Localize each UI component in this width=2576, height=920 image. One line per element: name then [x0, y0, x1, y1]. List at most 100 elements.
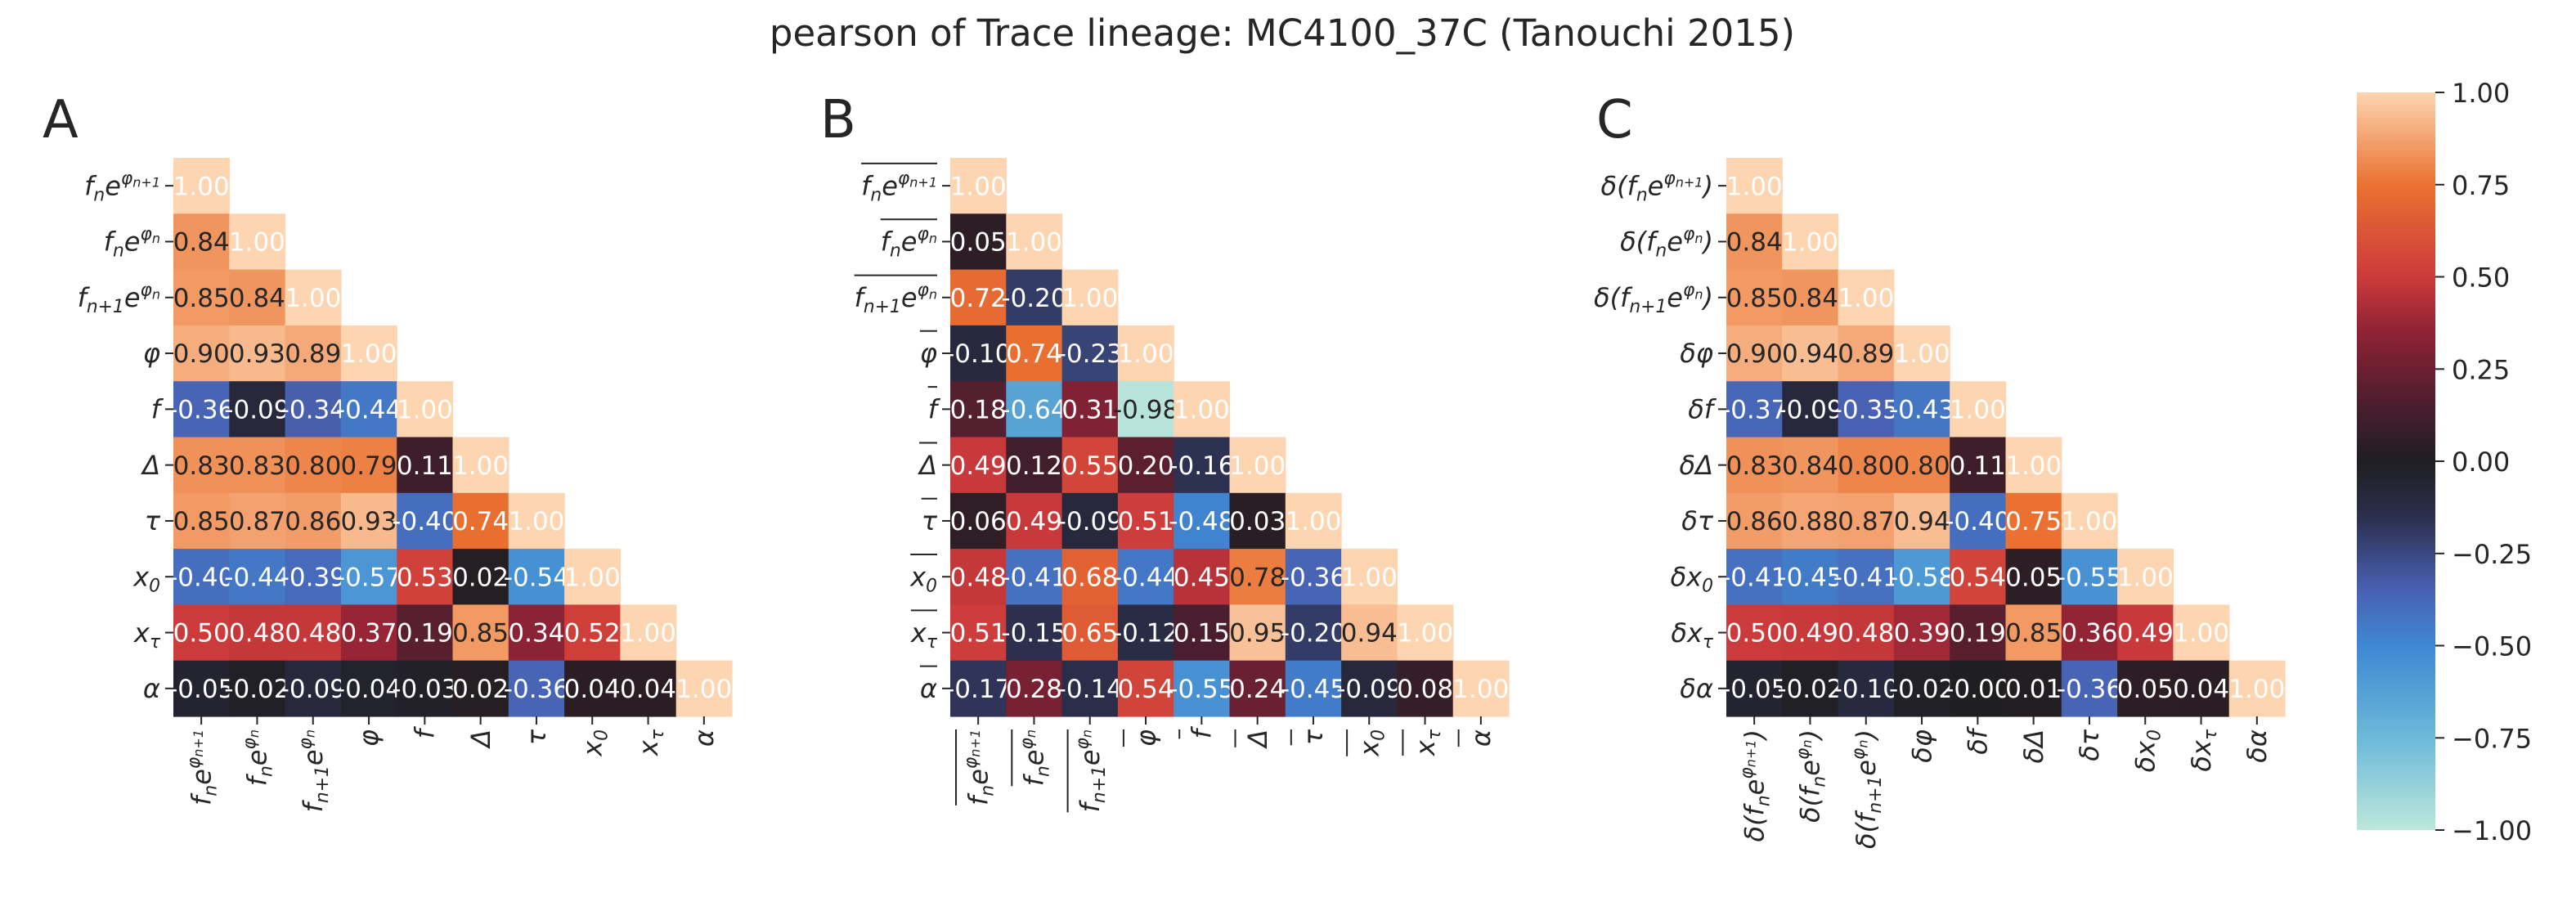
- heatmap-cell: [1061, 660, 1119, 717]
- heatmap-cell: [1061, 269, 1119, 326]
- heatmap-cell: [340, 325, 397, 382]
- cell-value-label: 0.94: [1782, 339, 1838, 369]
- heatmap-cell: [2061, 492, 2118, 550]
- row-tick-label: fneφn​: [104, 224, 160, 261]
- row-tick-label: φ: [143, 338, 160, 369]
- heatmap-cell: [2117, 604, 2174, 662]
- cell-value-label: 0.94: [1894, 507, 1950, 536]
- cell-value-label: 1.00: [1341, 563, 1398, 592]
- heatmap-cell: [508, 549, 565, 605]
- cell-value-label: 0.05: [950, 228, 1007, 258]
- row-tick-label: δ(fn+1eφn): [1594, 280, 1713, 317]
- heatmap-cell: [452, 660, 509, 717]
- cell-value-label: 1.00: [173, 172, 230, 201]
- heatmap-cell: [1782, 437, 1839, 494]
- col-tick-label: φ: [1130, 729, 1161, 747]
- heatmap-cell: [397, 381, 454, 438]
- heatmap-cell: [2061, 604, 2118, 662]
- heatmap-cell: [1838, 492, 1895, 550]
- cell-value-label: 0.87: [1838, 507, 1894, 536]
- cell-value-label: -0.15: [1001, 619, 1066, 648]
- heatmap-cell: [2005, 549, 2062, 605]
- row-tick-label: δτ: [1681, 505, 1714, 536]
- cell-value-label: -0.02: [1777, 675, 1842, 704]
- row-tick-label: τ: [922, 505, 938, 536]
- cell-value-label: 0.39: [1894, 619, 1950, 648]
- heatmap-cell: [1117, 325, 1174, 382]
- cell-value-label: 0.02: [452, 563, 509, 592]
- heatmap-cell: [1726, 492, 1783, 550]
- col-tick-label-group: δΔ: [2018, 729, 2049, 763]
- cell-value-label: 0.03: [1229, 507, 1286, 536]
- col-tick-label-group: δ(fn+1eφn): [1849, 729, 1886, 849]
- col-tick-label-group: fneφn​: [240, 729, 276, 786]
- row-tick-label: δΔ: [1680, 450, 1713, 481]
- heatmap-cell: [229, 660, 286, 717]
- col-tick-label: xτ​: [633, 729, 668, 756]
- heatmap-cell: [2061, 549, 2118, 605]
- heatmap-cell: [1006, 492, 1063, 550]
- cell-value-label: 0.90: [173, 339, 230, 369]
- cell-value-label: 1.00: [508, 507, 564, 536]
- col-tick-label: f: [1187, 725, 1218, 738]
- heatmap-panels: A1.000.84 1.000.85 0.84 1.000.90 0.93 0.89 1.0…: [43, 90, 2286, 849]
- heatmap-cell: [1341, 604, 1398, 662]
- row-tick-label: x0​: [132, 561, 160, 596]
- heatmap-cell: [285, 604, 342, 662]
- heatmap-cell: [1950, 381, 2007, 438]
- cell-value-label: 0.85: [2005, 619, 2062, 648]
- heatmap-cell: [1782, 660, 1839, 717]
- heatmap-cell: [1397, 604, 1454, 662]
- heatmap-cell: [397, 549, 454, 605]
- row-tick-label: α: [143, 673, 160, 704]
- heatmap-cell: [173, 325, 230, 382]
- cell-value-label: -0.44: [224, 563, 289, 592]
- heatmap-cell: [1893, 492, 1950, 550]
- heatmap-cell: [1117, 549, 1174, 605]
- cell-value-label: 1.00: [1397, 619, 1453, 648]
- cell-value-label: -0.23: [1057, 339, 1123, 369]
- heatmap-cell: [1174, 660, 1231, 717]
- row-tick-label: Δ: [917, 450, 937, 481]
- cell-value-label: 0.04: [2173, 675, 2229, 704]
- row-tick-label: δf: [1688, 394, 1717, 425]
- col-tick-label: δ(fneφn): [1793, 729, 1829, 823]
- cell-value-label: 1.00: [1061, 284, 1118, 313]
- cell-value-label: -0.36: [2057, 675, 2122, 704]
- heatmap-cell: [950, 158, 1007, 214]
- col-tick-label-group: α: [689, 729, 720, 747]
- heatmap-cell: [1061, 604, 1119, 662]
- cell-value-label: 0.50: [173, 619, 230, 648]
- heatmap-cell: [229, 549, 286, 605]
- col-tick-label: δ(fn+1eφn): [1849, 729, 1886, 849]
- heatmap-cell: [1726, 604, 1783, 662]
- colorbar-tick-label: −1.00: [2452, 815, 2532, 846]
- heatmap-cell: [1950, 604, 2007, 662]
- cell-value-label: 0.78: [1229, 563, 1286, 592]
- row-tick-label: τ: [145, 505, 161, 536]
- row-tick-label: f: [151, 394, 164, 425]
- cell-value-label: 0.04: [620, 675, 676, 704]
- col-tick-label: δφ: [1906, 729, 1937, 763]
- cell-value-label: 0.51: [1118, 507, 1174, 536]
- heatmap-cell: [173, 213, 230, 271]
- cell-value-label: -0.20: [1001, 284, 1066, 313]
- cell-value-label: 1.00: [452, 451, 509, 481]
- row-tick-label: fneφn+1​: [84, 168, 160, 205]
- heatmap-cell: [340, 660, 397, 717]
- heatmap-cell: [452, 604, 509, 662]
- heatmap-cell: [285, 437, 342, 494]
- cell-value-label: -0.09: [224, 396, 289, 425]
- heatmap-cell: [229, 437, 286, 494]
- heatmap-cell: [1893, 437, 1950, 494]
- col-tick-label-group: f: [1178, 725, 1218, 739]
- cell-value-label: -0.64: [1001, 396, 1066, 425]
- cell-value-label: 0.48: [229, 619, 285, 648]
- heatmap-cell: [1893, 381, 1950, 438]
- heatmap-cell: [2173, 660, 2230, 717]
- col-tick-label-group: fneφn+1​: [184, 729, 221, 806]
- heatmap-cell: [173, 269, 230, 326]
- row-tick-label: δ(fneφn): [1620, 224, 1713, 261]
- cell-value-label: 1.00: [340, 339, 397, 369]
